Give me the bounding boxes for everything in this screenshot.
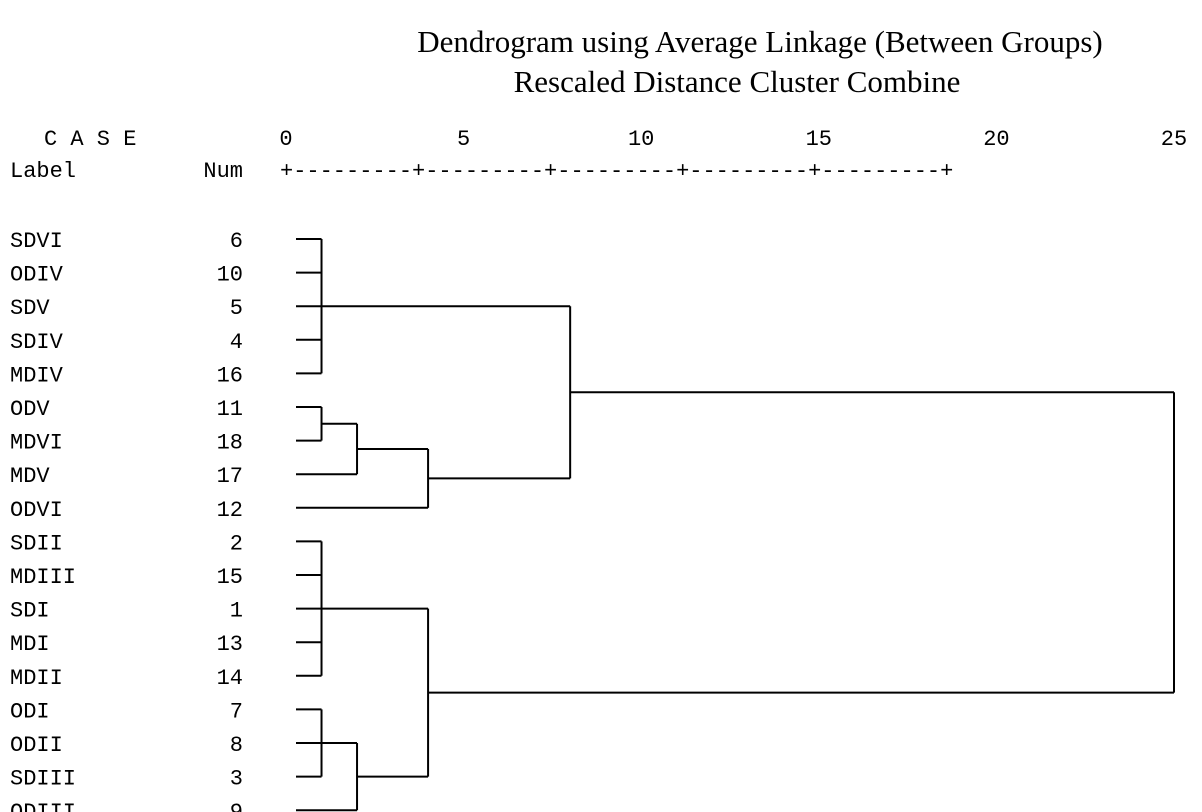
axis-rule: +---------+---------+---------+---------… [280, 159, 953, 184]
leaf-num: 13 [217, 632, 243, 657]
leaf-label: MDV [10, 464, 50, 489]
leaf-num: 2 [230, 531, 243, 556]
leaf-num: 12 [217, 498, 243, 523]
leaf-label: SDVI [10, 229, 63, 254]
leaf-label: MDIV [10, 363, 64, 388]
chart-title: Dendrogram using Average Linkage (Betwee… [417, 24, 1103, 59]
scale-tick-label: 0 [279, 127, 292, 152]
scale-ticks: 0 5 10 15 20 25 [279, 127, 1187, 152]
leaf-num: 18 [217, 431, 243, 456]
leaf-num: 1 [230, 599, 243, 624]
leaf-label: SDI [10, 599, 50, 624]
leaf-num: 14 [217, 666, 243, 691]
leaf-num: 4 [230, 330, 243, 355]
dendrogram-links [296, 238, 1175, 812]
leaf-label: ODIV [10, 263, 64, 288]
leaf-label: ODIII [10, 800, 76, 812]
leaf-num: 16 [217, 363, 243, 388]
leaf-label: MDIII [10, 565, 76, 590]
leaf-num: 17 [217, 464, 243, 489]
leaf-label: SDV [10, 296, 50, 321]
leaf-label: ODII [10, 733, 63, 758]
leaf-num: 9 [230, 800, 243, 812]
case-header: C A S E [44, 127, 136, 152]
scale-tick-label: 20 [983, 127, 1009, 152]
leaf-label: ODV [10, 397, 50, 422]
leaf-label: MDVI [10, 431, 63, 456]
scale-tick-label: 25 [1161, 127, 1187, 152]
leaf-num: 10 [217, 263, 243, 288]
leaf-label: SDII [10, 531, 63, 556]
leaf-label: ODVI [10, 498, 63, 523]
num-header: Num [203, 159, 243, 184]
leaf-num: 15 [217, 565, 243, 590]
leaf-num: 6 [230, 229, 243, 254]
label-header: Label [10, 159, 76, 184]
leaf-label: SDIV [10, 330, 64, 355]
chart-subtitle: Rescaled Distance Cluster Combine [514, 64, 961, 99]
scale-tick-label: 5 [457, 127, 470, 152]
leaf-num: 5 [230, 296, 243, 321]
scale-tick-label: 10 [628, 127, 654, 152]
leaf-num: 7 [230, 699, 243, 724]
leaf-label: MDI [10, 632, 50, 657]
leaf-label: MDII [10, 666, 63, 691]
leaf-num: 3 [230, 767, 243, 792]
leaf-num: 11 [217, 397, 243, 422]
leaf-label: ODI [10, 699, 50, 724]
leaf-label: SDIII [10, 767, 76, 792]
leaf-num: 8 [230, 733, 243, 758]
scale-tick-label: 15 [806, 127, 832, 152]
